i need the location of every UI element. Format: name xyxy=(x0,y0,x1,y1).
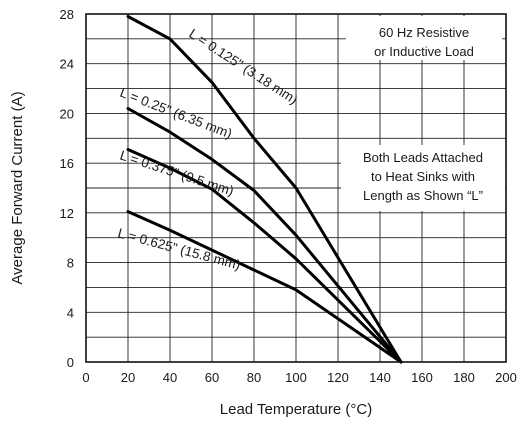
x-axis-title: Lead Temperature (°C) xyxy=(220,401,372,418)
annotation-2-line: Both Leads Attached xyxy=(363,150,483,165)
curve-label-3: L = 0.375" (9.5 mm) xyxy=(118,148,236,199)
curve-labels: L = 0.125" (3.18 mm)L = 0.25" (6.35 mm)L… xyxy=(116,26,300,273)
y-tick-label: 12 xyxy=(60,206,74,221)
annotation-1-line: 60 Hz Resistive xyxy=(379,25,469,40)
plot-border xyxy=(85,13,507,363)
annotations: 60 Hz Resistive or Inductive Load Both Lea… xyxy=(363,25,483,203)
series-line-2 xyxy=(126,107,403,364)
curve-label-4: L = 0.625" (15.8 mm) xyxy=(116,225,242,272)
y-tick-label: 0 xyxy=(67,355,74,370)
y-axis-title: Average Forward Current (A) xyxy=(9,91,26,284)
y-tick-label: 24 xyxy=(60,57,74,72)
series-line-3 xyxy=(126,148,403,364)
series-line-4 xyxy=(126,210,403,364)
y-tick-label: 4 xyxy=(67,305,74,320)
x-tick-label: 40 xyxy=(163,370,177,385)
curve-label-1: L = 0.125" (3.18 mm) xyxy=(186,26,300,107)
x-tick-label: 180 xyxy=(453,370,475,385)
x-tick-label: 20 xyxy=(121,370,135,385)
y-tick-label: 16 xyxy=(60,156,74,171)
annotation-2-line: Length as Shown “L” xyxy=(363,188,483,203)
x-tick-label: 60 xyxy=(205,370,219,385)
annotation-2-line: to Heat Sinks with xyxy=(371,169,475,184)
load-note-box xyxy=(346,16,502,60)
annotation-1-line: or Inductive Load xyxy=(374,44,474,59)
tick-labels: 0 20 40 60 80 100 120 140 160 180 200 0 4 8 12 16 20 24 28 xyxy=(60,7,517,385)
x-tick-label: 120 xyxy=(327,370,349,385)
x-tick-label: 160 xyxy=(411,370,433,385)
x-tick-label: 100 xyxy=(285,370,307,385)
y-tick-label: 8 xyxy=(67,256,74,271)
x-tick-label: 140 xyxy=(369,370,391,385)
heat-sink-note-box xyxy=(341,145,505,211)
x-tick-label: 80 xyxy=(247,370,261,385)
plot-frame xyxy=(85,13,507,363)
x-tick-label: 0 xyxy=(82,370,89,385)
x-tick-label: 200 xyxy=(495,370,517,385)
annotation-boxes xyxy=(341,16,505,211)
series-lines xyxy=(126,15,403,364)
y-tick-label: 28 xyxy=(60,7,74,22)
series-line-1 xyxy=(126,15,403,364)
y-tick-label: 20 xyxy=(60,106,74,121)
